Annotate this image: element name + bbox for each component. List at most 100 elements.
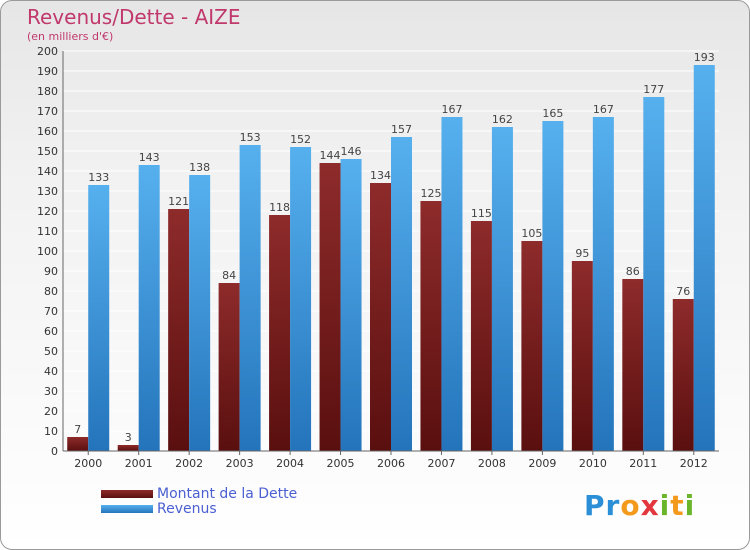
bar-revenus — [391, 137, 412, 451]
data-label-revenus: 162 — [492, 113, 513, 126]
y-tick-label: 180 — [37, 85, 58, 98]
y-tick-label: 200 — [37, 45, 58, 58]
y-tick-label: 70 — [44, 305, 58, 318]
data-label-debt: 121 — [168, 195, 189, 208]
data-label-revenus: 146 — [341, 145, 362, 158]
x-tick-label: 2012 — [680, 457, 708, 470]
y-tick-label: 160 — [37, 125, 58, 138]
y-tick-label: 130 — [37, 185, 58, 198]
x-tick-label: 2001 — [125, 457, 153, 470]
logo-letter: x — [640, 489, 660, 522]
data-label-revenus: 165 — [542, 107, 563, 120]
x-tick-label: 2010 — [579, 457, 607, 470]
y-tick-label: 140 — [37, 165, 58, 178]
bar-debt — [470, 221, 492, 451]
data-label-revenus: 152 — [290, 133, 311, 146]
bar-debt — [672, 299, 694, 451]
data-label-debt: 125 — [420, 187, 441, 200]
y-tick-label: 120 — [37, 205, 58, 218]
y-tick-label: 150 — [37, 145, 58, 158]
x-tick-label: 2009 — [528, 457, 556, 470]
x-tick-label: 2005 — [327, 457, 355, 470]
data-label-debt: 95 — [575, 247, 589, 260]
data-label-revenus: 193 — [694, 51, 715, 64]
bar-debt — [67, 437, 89, 451]
y-tick-label: 90 — [44, 265, 58, 278]
bar-debt — [420, 201, 442, 451]
y-tick-label: 100 — [37, 245, 58, 258]
bar-debt — [571, 261, 593, 451]
data-label-debt: 7 — [74, 423, 81, 436]
bar-revenus — [491, 127, 513, 451]
data-label-debt: 144 — [320, 149, 341, 162]
bar-debt — [269, 215, 291, 451]
x-tick-label: 2008 — [478, 457, 506, 470]
bar-debt — [319, 163, 341, 451]
data-label-revenus: 133 — [88, 171, 109, 184]
bar-debt — [622, 279, 644, 451]
x-tick-label: 2011 — [629, 457, 657, 470]
y-tick-label: 10 — [44, 425, 58, 438]
legend-swatch-debt — [101, 490, 153, 498]
bar-revenus — [643, 97, 665, 451]
y-tick-label: 20 — [44, 405, 58, 418]
bar-debt — [117, 445, 139, 451]
y-tick-label: 60 — [44, 325, 58, 338]
data-label-revenus: 157 — [391, 123, 412, 136]
chart-subtitle: (en milliers d'€) — [27, 30, 114, 43]
legend-item-revenus: Revenus — [101, 502, 297, 517]
x-tick-label: 2006 — [377, 457, 405, 470]
y-tick-label: 30 — [44, 385, 58, 398]
data-label-revenus: 138 — [189, 161, 210, 174]
bar-revenus — [88, 185, 110, 451]
data-label-debt: 86 — [626, 265, 640, 278]
x-tick-label: 2003 — [226, 457, 254, 470]
y-tick-label: 50 — [44, 345, 58, 358]
data-label-debt: 84 — [222, 269, 236, 282]
legend-item-debt: Montant de la Dette — [101, 487, 297, 502]
data-label-revenus: 167 — [441, 103, 462, 116]
legend-label-revenus: Revenus — [157, 501, 217, 517]
data-label-revenus: 143 — [139, 151, 160, 164]
bar-debt — [521, 241, 543, 451]
y-tick-label: 0 — [51, 445, 58, 458]
data-label-debt: 76 — [676, 285, 690, 298]
bar-revenus — [189, 175, 211, 451]
logo-letter: i — [659, 489, 671, 522]
bar-debt — [168, 209, 190, 451]
logo-letter: t — [670, 489, 685, 522]
logo-letter: i — [684, 489, 696, 522]
legend-label-debt: Montant de la Dette — [157, 486, 298, 502]
data-label-debt: 134 — [370, 169, 391, 182]
bar-revenus — [693, 65, 715, 451]
legend-swatch-revenus — [101, 505, 153, 513]
data-label-revenus: 167 — [593, 103, 614, 116]
data-label-debt: 118 — [269, 201, 290, 214]
y-tick-label: 190 — [37, 65, 58, 78]
bar-revenus — [138, 165, 160, 451]
x-tick-label: 2002 — [175, 457, 203, 470]
data-label-revenus: 153 — [240, 131, 261, 144]
y-tick-label: 170 — [37, 105, 58, 118]
chart-legend: Montant de la Dette Revenus — [101, 487, 297, 517]
bar-revenus — [239, 145, 261, 451]
bar-revenus — [542, 121, 564, 451]
logo-letter: P — [584, 489, 606, 522]
bar-revenus — [290, 147, 312, 451]
x-tick-label: 2007 — [427, 457, 455, 470]
bar-revenus — [592, 117, 614, 451]
chart-title: Revenus/Dette - AIZE — [27, 5, 241, 29]
proxiti-logo: Proxiti — [584, 489, 695, 522]
data-label-revenus: 177 — [643, 83, 664, 96]
bar-debt — [370, 183, 391, 451]
y-tick-label: 40 — [44, 365, 58, 378]
y-tick-label: 80 — [44, 285, 58, 298]
x-tick-label: 2000 — [74, 457, 102, 470]
logo-letter: r — [605, 489, 621, 522]
bar-debt — [218, 283, 240, 451]
x-tick-label: 2004 — [276, 457, 304, 470]
data-label-debt: 115 — [471, 207, 492, 220]
y-tick-label: 110 — [37, 225, 58, 238]
